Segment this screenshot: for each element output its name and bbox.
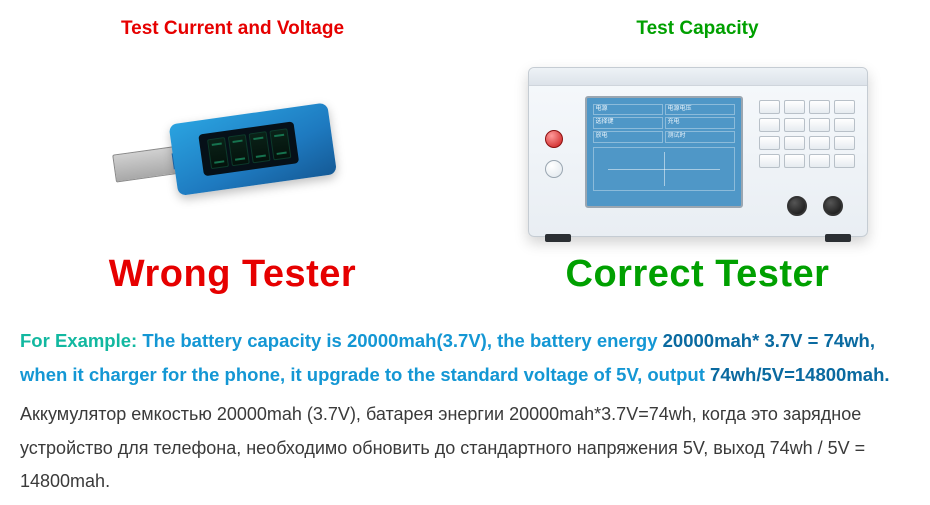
lcd-cell: 放电 [593, 131, 663, 143]
keypad-key [834, 118, 855, 132]
example-line1b: 20000mah* 3.7V = 74wh, [663, 330, 875, 351]
example-line2a: when it charger for the phone, it upgrad… [20, 364, 647, 385]
keypad-key [834, 100, 855, 114]
instrument-foot [825, 234, 851, 242]
lcd-cell: 选择键 [593, 117, 663, 129]
usb-7seg-display [198, 121, 299, 176]
keypad-key [759, 100, 780, 114]
keypad-key [784, 118, 805, 132]
usb-tester-device [107, 85, 359, 217]
keypad-key [809, 154, 830, 168]
bench-instrument: 电源 电源电压 选择键 充电 放电 测试时 [528, 67, 868, 237]
keypad-key [759, 136, 780, 150]
usb-plug-icon [112, 145, 179, 182]
keypad-key [809, 118, 830, 132]
terminal-jack [787, 196, 807, 216]
subtitle-right: Test Capacity [636, 18, 758, 40]
keypad-key [784, 154, 805, 168]
bench-tester-figure: 电源 电源电压 选择键 充电 放电 测试时 [465, 50, 930, 253]
seg-digit [248, 131, 270, 163]
power-button [545, 130, 563, 148]
example-lead: For Example: [20, 330, 137, 351]
comparison-row: Test Current and Voltage Wrong Tester Te… [0, 0, 930, 310]
subtitle-left: Test Current and Voltage [121, 18, 344, 40]
instrument-foot [545, 234, 571, 242]
usb-body [168, 102, 336, 196]
seg-digit [206, 137, 228, 169]
keypad-key [784, 136, 805, 150]
wrong-tester-column: Test Current and Voltage Wrong Tester [0, 0, 465, 310]
keypad-key [809, 136, 830, 150]
keypad-key [834, 154, 855, 168]
keypad-key [784, 100, 805, 114]
seg-digit [227, 134, 249, 166]
lcd-diagram-icon [593, 147, 735, 191]
lcd-cell: 测试时 [665, 131, 735, 143]
example-russian: Аккумулятор емкостью 20000mah (3.7V), ба… [0, 392, 930, 498]
lcd-cell: 电源电压 [665, 104, 735, 116]
lcd-cell: 电源 [593, 104, 663, 116]
keypad-key [759, 118, 780, 132]
lcd-cell: 充电 [665, 117, 735, 129]
instrument-lcd: 电源 电源电压 选择键 充电 放电 测试时 [585, 96, 743, 208]
keypad-key [759, 154, 780, 168]
aux-button [545, 160, 563, 178]
wrong-tester-label: Wrong Tester [109, 253, 356, 296]
usb-tester-figure [0, 50, 465, 253]
keypad-key [809, 100, 830, 114]
example-line2c: 74wh/5V=14800mah. [710, 364, 889, 385]
correct-tester-column: Test Capacity 电源 电源电压 选择键 充电 放电 测试时 [465, 0, 930, 310]
instrument-keypad [759, 100, 855, 176]
correct-tester-label: Correct Tester [566, 253, 830, 296]
keypad-key [834, 136, 855, 150]
example-english: For Example: The battery capacity is 200… [0, 310, 930, 392]
example-line1a: The battery capacity is 20000mah(3.7V), … [142, 330, 662, 351]
example-line2b: output [647, 364, 710, 385]
seg-digit [268, 128, 290, 160]
terminal-jack [823, 196, 843, 216]
instrument-top-bezel [529, 68, 867, 86]
